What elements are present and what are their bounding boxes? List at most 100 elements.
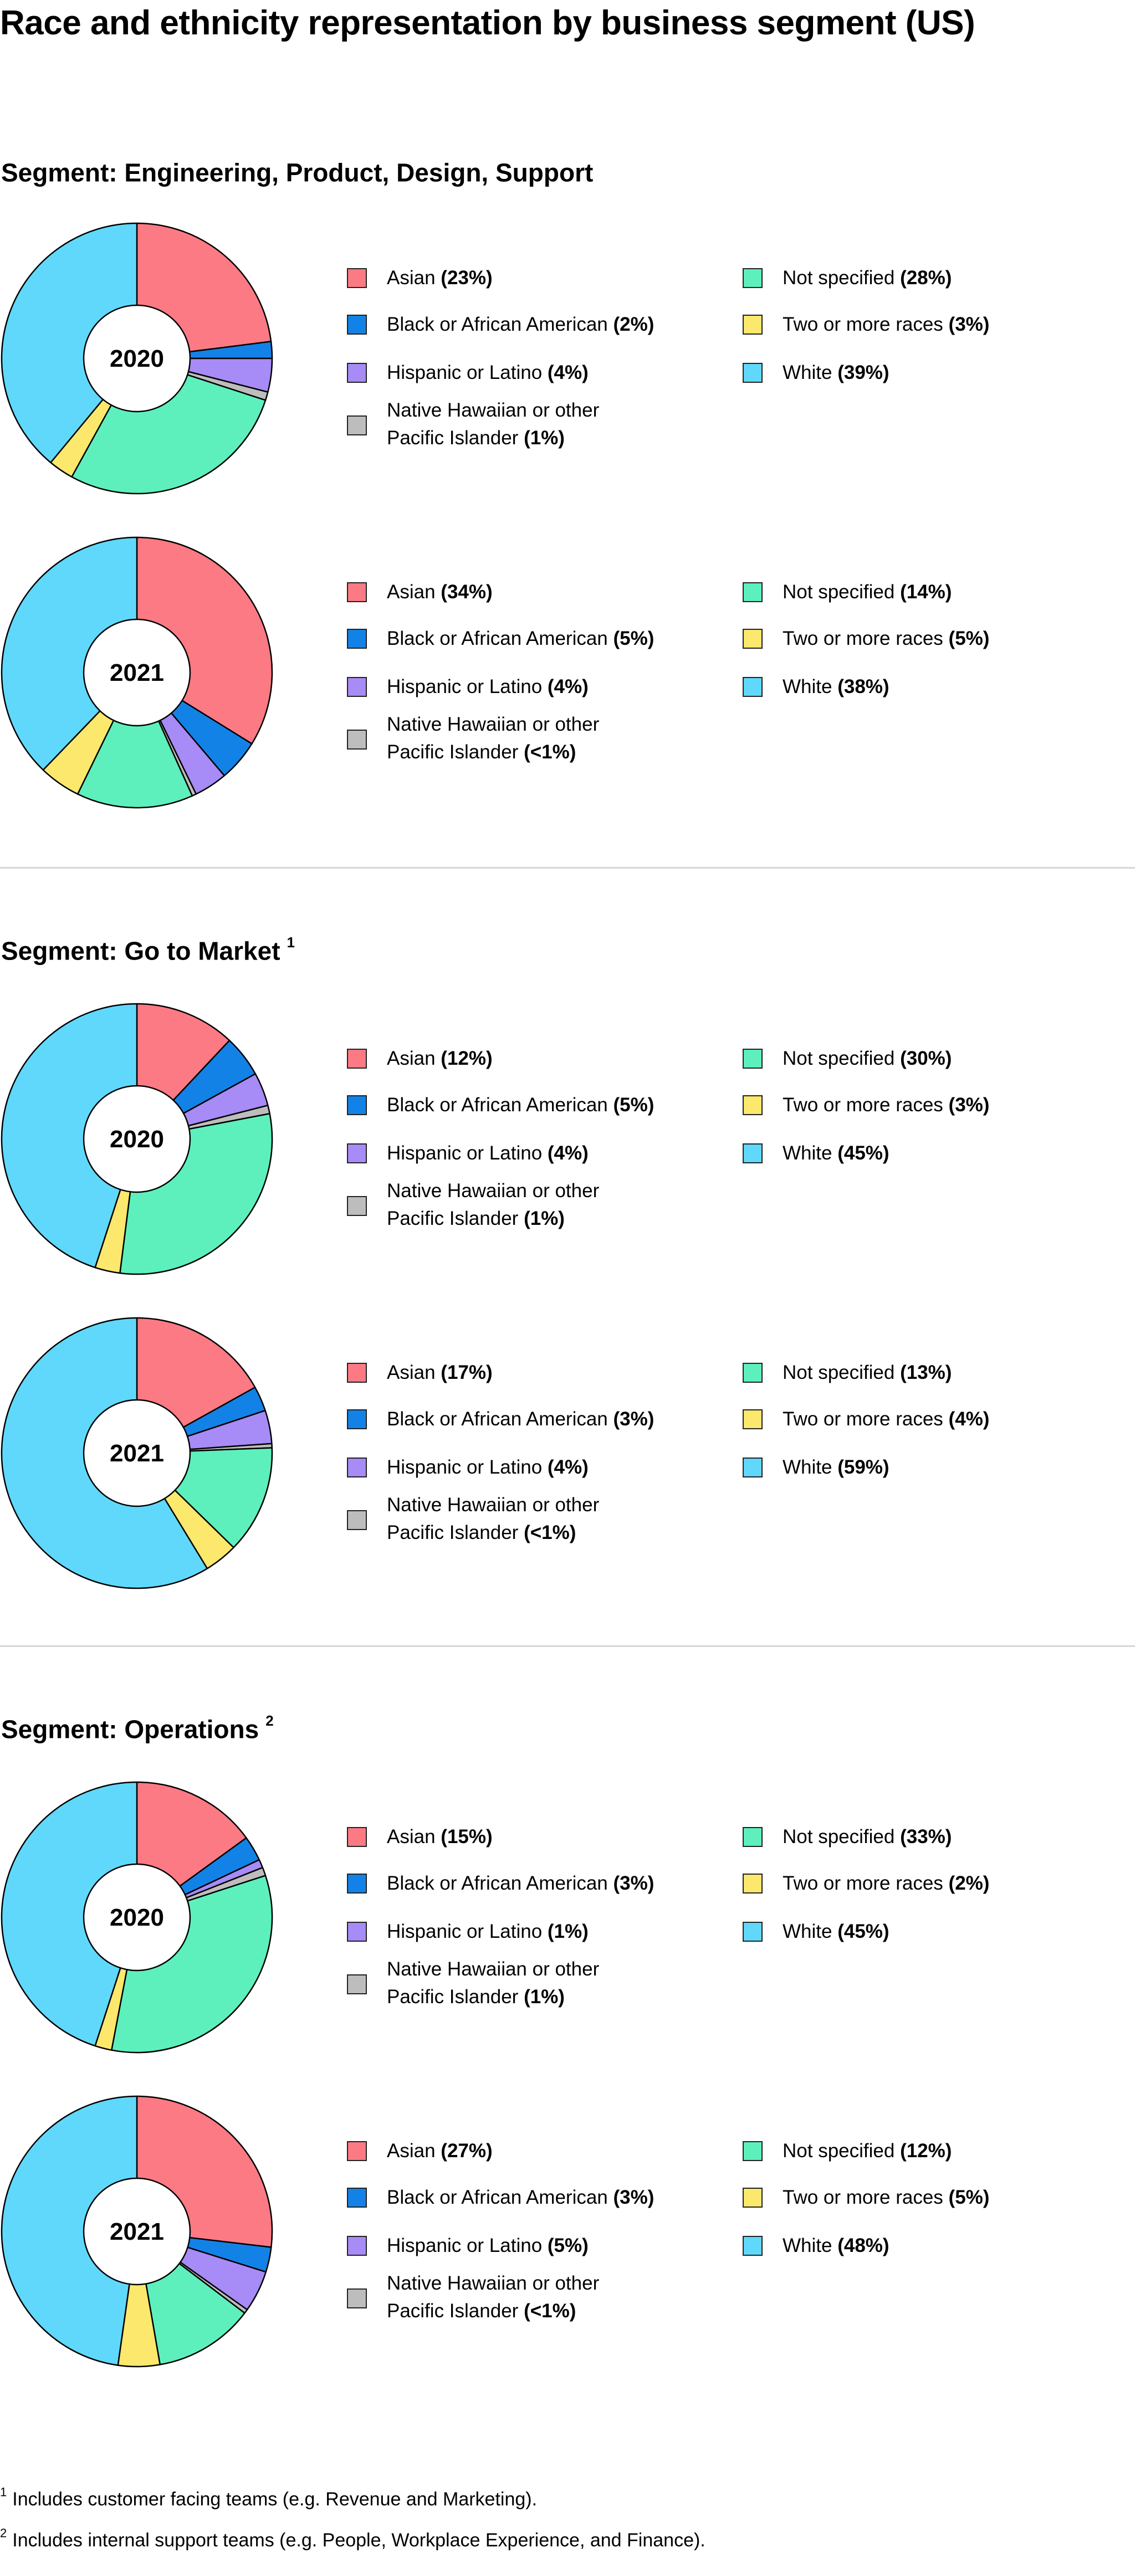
slice-white (1, 1003, 138, 1269)
legend-not-specified: Not specified (13%) (743, 1362, 952, 1387)
slice-white (1, 2095, 138, 2366)
legend-pct: (33%) (900, 1826, 952, 1848)
legend-label: Pacific Islander (387, 1208, 519, 1229)
legend-label: Hispanic or Latino (387, 1921, 543, 1942)
legend-label: Black or African American (387, 1408, 608, 1430)
footnote-mark: 1 (287, 934, 295, 951)
legend-asian: Asian (34%) (347, 581, 493, 606)
legend-swatch (347, 2288, 367, 2308)
legend-pct: (5%) (547, 2235, 589, 2256)
legend-black: Black or African American (3%) (347, 2187, 654, 2211)
legend-swatch (743, 1922, 763, 1942)
legend-label: Black or African American (387, 1094, 608, 1116)
slice-white (1, 222, 138, 464)
legend-hispanic: Hispanic or Latino (4%) (347, 1142, 589, 1167)
legend-label: Pacific Islander (387, 741, 519, 763)
legend-label: Native Hawaiian or other (387, 714, 600, 735)
legend-two-or-more: Two or more races (3%) (743, 1094, 989, 1119)
legend-pct: (17%) (441, 1362, 493, 1383)
legend-nhpi: Native Hawaiian or other Pacific Islander… (347, 399, 600, 452)
footnote-text: Includes internal support teams (e.g. Pe… (12, 2529, 705, 2551)
slice-white (1, 536, 138, 771)
legend-nhpi: Native Hawaiian or other Pacific Islander… (347, 2272, 600, 2325)
legend-pct: (5%) (613, 628, 655, 649)
donut-hole (83, 1085, 191, 1193)
chart-row-2020: 2020 Asian (23%) Black or African Americ… (0, 222, 1135, 499)
legend-swatch (347, 1458, 367, 1477)
legend-asian: Asian (23%) (347, 267, 493, 292)
legend-swatch (743, 1458, 763, 1477)
segment-title: Segment: Operations 2 (1, 1712, 274, 1744)
legend-swatch (347, 1510, 367, 1530)
legend-white: White (38%) (743, 676, 889, 701)
legend-pct: (28%) (900, 267, 952, 289)
chart-row-2020: 2020 Asian (12%) Black or African Americ… (0, 1002, 1135, 1279)
legend-pct: (4%) (547, 1456, 589, 1478)
legend-pct: (4%) (547, 1142, 589, 1164)
legend-pct: (4%) (547, 676, 589, 697)
legend-swatch (347, 268, 367, 288)
year-label: 2020 (110, 1904, 164, 1931)
legend-label: White (783, 676, 832, 697)
donut-chart: 2021 (1, 2095, 273, 2368)
legend-label: Two or more races (783, 1408, 943, 1430)
section-divider (0, 867, 1135, 869)
legend-pct: (23%) (441, 267, 493, 289)
legend-label: Not specified (783, 2140, 895, 2162)
footnote-mark: 1 (0, 2485, 7, 2499)
legend-label: Black or African American (387, 2187, 608, 2208)
legend-nhpi: Native Hawaiian or other Pacific Islander… (347, 714, 600, 766)
legend-pct: (12%) (900, 2140, 952, 2162)
segment-title: Segment: Engineering, Product, Design, S… (1, 158, 594, 187)
legend-swatch (347, 2141, 367, 2161)
legend-label: Black or African American (387, 628, 608, 649)
legend-black: Black or African American (2%) (347, 314, 654, 338)
legend-nhpi: Native Hawaiian or other Pacific Islander… (347, 1958, 599, 2011)
chart-row-2021: 2021 Asian (17%) Black or African Americ… (0, 1316, 1135, 1593)
legend-pct: (48%) (837, 2235, 889, 2256)
legend-swatch (743, 677, 763, 697)
slice-not-specified (76, 671, 193, 809)
legend-swatch (743, 1049, 763, 1069)
legend-black: Black or African American (5%) (347, 1094, 654, 1119)
legend-asian: Asian (27%) (347, 2140, 493, 2165)
legend-swatch (347, 1363, 367, 1383)
legend-swatch (347, 1049, 367, 1069)
legend-white: White (45%) (743, 1921, 889, 1946)
legend-label: Asian (387, 267, 436, 289)
legend-pct: (<1%) (524, 1522, 576, 1543)
legend-swatch (743, 315, 763, 335)
legend-swatch (743, 582, 763, 602)
legend-not-specified: Not specified (12%) (743, 2140, 952, 2165)
legend-swatch (347, 677, 367, 697)
legend-two-or-more: Two or more races (2%) (743, 1872, 989, 1897)
legend-label: Two or more races (783, 628, 943, 649)
segment-title: Segment: Go to Market 1 (1, 934, 295, 966)
legend-pct: (15%) (441, 1826, 493, 1848)
donut-chart: 2021 (1, 536, 273, 809)
footnotes: 1 Includes customer facing teams (e.g. Re… (0, 2476, 705, 2559)
year-label: 2020 (110, 1126, 164, 1153)
legend-not-specified: Not specified (33%) (743, 1826, 952, 1851)
legend-swatch (347, 582, 367, 602)
legend-label: Asian (387, 1362, 436, 1383)
legend-swatch (743, 268, 763, 288)
footnote-mark: 2 (265, 1712, 274, 1729)
legend-label: White (783, 1142, 832, 1164)
legend-pct: (3%) (613, 1408, 655, 1430)
legend-pct: (39%) (837, 362, 889, 383)
legend-label: Native Hawaiian or other (387, 399, 600, 421)
legend-pct: (1%) (524, 427, 565, 449)
legend-white: White (45%) (743, 1142, 889, 1167)
legend-swatch (743, 629, 763, 649)
legend-asian: Asian (17%) (347, 1362, 493, 1387)
legend-pct: (30%) (900, 1048, 952, 1069)
legend-swatch (347, 730, 367, 750)
donut-hole (83, 1863, 191, 1972)
legend-label: Native Hawaiian or other (387, 2272, 600, 2294)
legend-swatch (743, 1874, 763, 1893)
donut-hole (83, 304, 191, 413)
legend-hispanic: Hispanic or Latino (4%) (347, 1456, 589, 1481)
legend-asian: Asian (15%) (347, 1826, 493, 1851)
legend-label: Not specified (783, 1362, 895, 1383)
